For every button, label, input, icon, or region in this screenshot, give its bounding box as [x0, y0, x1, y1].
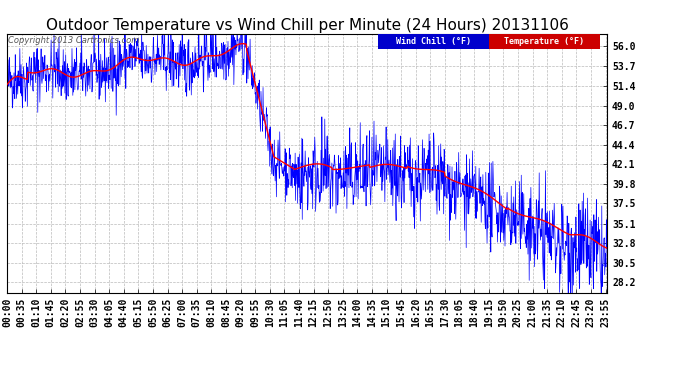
Text: Temperature (°F): Temperature (°F): [504, 37, 584, 46]
Text: Copyright 2013 Cartronics.com: Copyright 2013 Cartronics.com: [8, 36, 139, 45]
Text: Wind Chill (°F): Wind Chill (°F): [396, 37, 471, 46]
Bar: [489, 34, 600, 49]
Bar: [378, 34, 489, 49]
Title: Outdoor Temperature vs Wind Chill per Minute (24 Hours) 20131106: Outdoor Temperature vs Wind Chill per Mi…: [46, 18, 569, 33]
